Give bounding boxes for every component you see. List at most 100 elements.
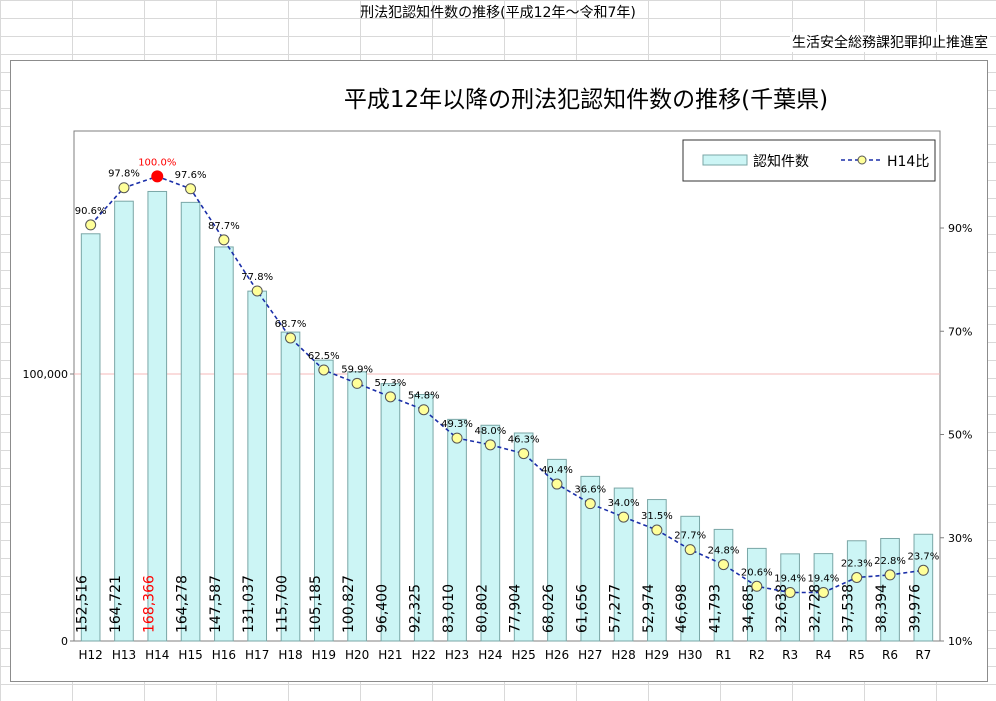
point-H15	[185, 183, 197, 195]
bar-value-label-H26: 68,026	[541, 584, 557, 633]
legend[interactable]: 認知件数 H14比	[682, 139, 936, 182]
bar-value-label-H30: 46,698	[674, 584, 690, 633]
legend-label-bar: 認知件数	[753, 153, 809, 170]
point-label-R1: 24.8%	[708, 546, 740, 557]
bar-H12	[80, 233, 101, 642]
point-R3	[784, 586, 796, 598]
point-label-H25: 46.3%	[508, 435, 540, 446]
point-H12	[85, 219, 97, 231]
point-R4	[817, 586, 829, 598]
legend-label-line: H14比	[887, 154, 929, 170]
chart-container[interactable]: 平成12年以降の刑法犯認知件数の推移(千葉県) 152,516 164,721 16…	[10, 60, 988, 682]
x-tick-label-H22: H22	[412, 648, 436, 662]
point-R5	[851, 572, 863, 584]
x-tick-label-H29: H29	[645, 648, 669, 662]
sheet-title: 刑法犯認知件数の推移(平成12年～令和7年)	[360, 5, 636, 21]
bar-H23	[447, 418, 467, 642]
bar-value-label-H23: 83,010	[441, 584, 457, 633]
bar-value-label-H15: 164,278	[175, 575, 191, 633]
point-H24	[484, 439, 496, 451]
bar-R2	[746, 547, 767, 642]
point-H13	[118, 182, 130, 194]
bar-value-label-H13: 164,721	[108, 575, 124, 633]
bar-H13	[114, 200, 134, 642]
bar-value-label-H22: 92,325	[408, 584, 424, 633]
bar-value-label-H25: 77,904	[508, 584, 524, 633]
x-tick-label-H28: H28	[611, 648, 635, 662]
x-tick-label-R7: R7	[915, 648, 931, 662]
bar-value-label-H28: 57,277	[608, 584, 624, 633]
point-label-H14: 100.0%	[138, 157, 176, 168]
point-H20	[351, 377, 363, 389]
x-tick-label-H19: H19	[312, 648, 336, 662]
x-axis: H12 H13 H14 H15 H16 H17 H18 H19 H20 H21 H22 H23 H24 H…	[79, 648, 932, 662]
right-axis-tick-label: 70%	[948, 325, 972, 338]
bar-value-label-H20: 100,827	[341, 575, 357, 633]
x-tick-label-R2: R2	[749, 648, 765, 662]
x-tick-label-R5: R5	[849, 648, 865, 662]
point-label-H28: 34.0%	[608, 498, 640, 509]
bar-value-label-H17: 131,037	[241, 575, 257, 633]
plot-area-border	[73, 130, 941, 642]
right-axis: 10% 30% 50% 70% 90%	[940, 222, 972, 648]
point-label-H19: 62.5%	[308, 351, 340, 362]
point-H16	[218, 234, 230, 246]
bar-value-label-R5: 37,538	[841, 584, 857, 633]
point-H25	[518, 448, 530, 460]
point-label-H27: 36.6%	[574, 485, 606, 496]
bar-value-label-R1: 41,793	[708, 584, 724, 633]
x-tick-label-H15: H15	[178, 648, 202, 662]
point-label-H13: 97.8%	[108, 169, 140, 180]
bar-R7	[913, 533, 934, 642]
bar-H29	[647, 499, 667, 642]
bar-value-label-H19: 105,185	[308, 575, 324, 633]
bar-value-label-R3: 32,638	[774, 584, 790, 633]
right-axis-tick-label: 10%	[948, 635, 972, 648]
point-label-H12: 90.6%	[75, 206, 107, 217]
bar-H27	[580, 475, 601, 642]
point-label-H30: 27.7%	[674, 531, 706, 542]
point-label-R2: 20.6%	[741, 567, 773, 578]
point-label-H21: 57.3%	[375, 378, 407, 389]
right-axis-tick-label: 90%	[948, 222, 972, 235]
bar-H16	[214, 246, 234, 642]
point-H26	[551, 478, 563, 490]
point-label-H23: 49.3%	[441, 419, 473, 430]
bar-value-label-H29: 52,974	[641, 584, 657, 633]
point-H18	[285, 332, 296, 344]
x-tick-label-H25: H25	[512, 648, 536, 662]
point-label-H24: 48.0%	[474, 426, 506, 437]
point-R2	[751, 580, 763, 592]
point-H29	[651, 524, 663, 536]
x-tick-label-R1: R1	[716, 648, 732, 662]
point-label-H15: 97.6%	[175, 170, 207, 181]
bar-value-label-H21: 96,400	[374, 584, 390, 633]
bar-H15	[180, 201, 201, 642]
bar-value-label-H12: 152,516	[75, 575, 91, 633]
point-label-H20: 59.9%	[341, 364, 373, 375]
bar-value-label-R6: 38,394	[874, 584, 890, 633]
bar-H20	[347, 371, 367, 642]
bar-H25	[513, 432, 534, 642]
bar-H26	[547, 458, 567, 642]
bar-H21	[380, 383, 401, 642]
x-tick-label-H18: H18	[278, 648, 302, 662]
point-label-H16: 87.7%	[208, 221, 240, 232]
right-axis-tick-label: 50%	[948, 429, 972, 442]
x-tick-label-H30: H30	[678, 648, 702, 662]
x-tick-label-H24: H24	[478, 648, 502, 662]
left-axis: 0 100,000	[23, 368, 74, 648]
x-tick-label-H26: H26	[545, 648, 569, 662]
bar-value-label-R4: 32,728	[807, 584, 823, 633]
bar-H19	[313, 359, 334, 642]
bar-value-label-H24: 80,802	[474, 584, 490, 633]
line-series: 90.6% 97.8%100.0% 97.6% 87.7% 77.8% 68.7% 62.5…	[75, 157, 939, 598]
x-tick-label-H20: H20	[345, 648, 369, 662]
point-H28	[618, 511, 630, 523]
left-axis-tick-label: 100,000	[23, 368, 69, 381]
x-tick-label-H13: H13	[112, 648, 136, 662]
x-tick-label-H14: H14	[145, 648, 169, 662]
x-tick-label-R3: R3	[782, 648, 798, 662]
point-H22	[418, 404, 430, 416]
point-label-R3: 19.4%	[774, 573, 806, 584]
